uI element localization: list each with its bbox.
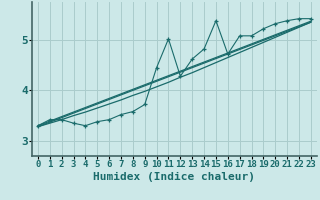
X-axis label: Humidex (Indice chaleur): Humidex (Indice chaleur) — [93, 172, 255, 182]
